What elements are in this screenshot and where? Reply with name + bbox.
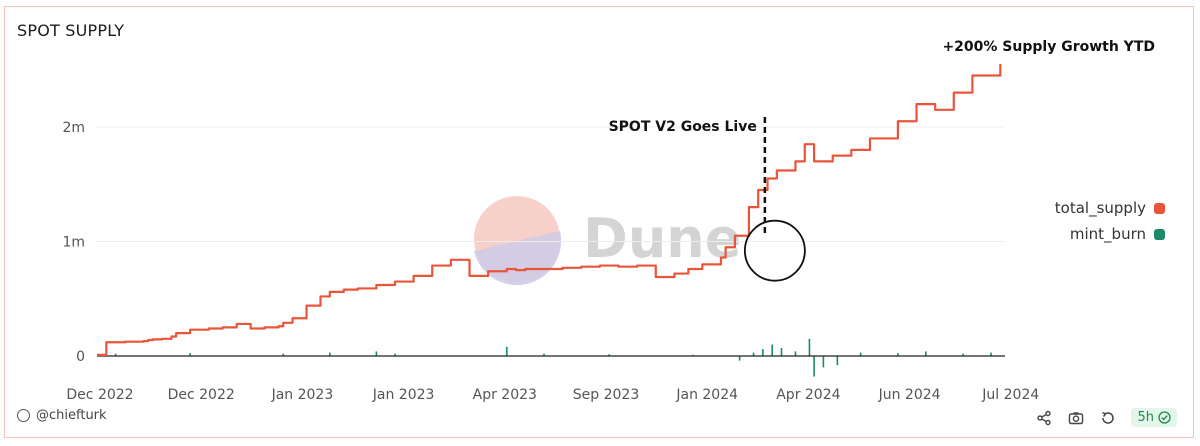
refresh-status-badge[interactable]: 5h [1131,408,1177,427]
x-tick-label: Jan 2024 [675,387,738,403]
total-supply-line [97,64,1002,356]
x-tick-label: Dec 2022 [66,387,133,403]
x-tick-label: Jan 2023 [271,387,334,403]
annotation-supply-growth: +200% Supply Growth YTD [942,39,1155,55]
y-tick-label: 1m [62,235,85,251]
y-tick-label: 2m [62,120,85,136]
chart-title: SPOT SUPPLY [17,21,125,40]
legend-label-mint-burn: mint_burn [1069,225,1146,243]
legend-item-mint-burn[interactable]: mint_burn [1055,221,1165,247]
owner-credit[interactable]: @chiefturk [17,408,107,423]
legend-swatch-mint-burn [1154,228,1165,240]
legend-item-total-supply[interactable]: total_supply [1055,195,1165,221]
camera-icon[interactable] [1067,409,1085,427]
x-tick-label: Jul 2024 [981,387,1039,403]
refresh-age: 5h [1137,410,1154,425]
x-tick-label: Jan 2023 [372,387,435,403]
dune-owner-icon [17,409,30,422]
annotation-circle [743,219,806,282]
x-tick-label: Jun 2024 [878,387,941,403]
x-tick-label: Sep 2023 [573,387,639,403]
x-tick-label: Apr 2024 [776,387,840,403]
legend-swatch-total-supply [1154,202,1165,214]
y-tick-label: 0 [76,349,85,365]
refresh-icon[interactable] [1099,409,1117,427]
spot-supply-chart: Dune 0 1m 2m Dec 2022 Dec 2022 Jan 2023 Jan 202… [62,39,1155,403]
check-circle-icon [1158,411,1171,424]
chart-card: SPOT SUPPLY Dune 0 1m 2m Dec 2022 Dec 2022 Jan… [4,6,1194,438]
owner-handle: @chiefturk [36,408,107,423]
legend-label-total-supply: total_supply [1054,199,1146,217]
share-icon[interactable] [1035,409,1053,427]
chart-actions: 5h [1035,408,1177,427]
chart-legend: total_supply mint_burn [1055,195,1165,247]
watermark-text: Dune [583,207,741,270]
annotation-spot-v2-live: SPOT V2 Goes Live [609,119,757,135]
x-tick-label: Dec 2022 [168,387,235,403]
x-tick-label: Apr 2023 [473,387,537,403]
